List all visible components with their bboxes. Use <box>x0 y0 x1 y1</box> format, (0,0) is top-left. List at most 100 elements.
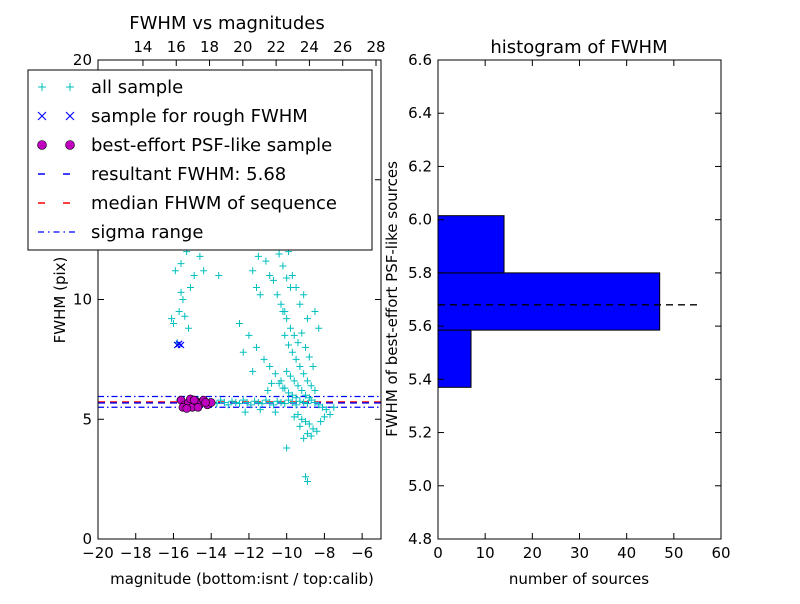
all-sample-point <box>286 372 294 380</box>
scatter-ytick-label: 5 <box>82 410 92 428</box>
histogram-ytick-label: 6.0 <box>408 211 432 229</box>
psf-sample-point <box>201 398 210 407</box>
all-sample-point <box>300 370 308 378</box>
all-sample-point <box>224 401 232 409</box>
all-sample-point <box>309 425 317 433</box>
legend-entries: all sample sample for rough FWHM best-effo… <box>37 77 337 243</box>
all-sample-point <box>281 384 289 392</box>
legend-plus-marker <box>38 83 46 91</box>
all-sample-point <box>303 377 311 385</box>
all-sample-point <box>296 363 304 371</box>
legend-entry: all sample <box>38 77 183 98</box>
all-sample-point <box>296 422 304 430</box>
scatter-xtick-label: −10 <box>271 544 303 562</box>
all-sample-point <box>300 434 308 442</box>
all-sample-point <box>303 315 311 323</box>
all-sample-point <box>236 319 243 327</box>
legend-label: sigma range <box>91 222 203 243</box>
all-sample-point <box>303 430 311 438</box>
histogram-xtick-label: 60 <box>711 544 730 562</box>
all-sample-point <box>298 415 306 423</box>
all-sample-point <box>251 397 259 405</box>
histogram-bar <box>437 272 661 331</box>
all-sample-point <box>285 396 293 404</box>
all-sample-point <box>279 262 287 270</box>
scatter-xtick-label: −14 <box>195 544 227 562</box>
all-sample-point <box>262 257 270 265</box>
scatter-xtick-label: −12 <box>233 544 265 562</box>
legend-circle-marker <box>37 140 47 150</box>
all-sample-point <box>181 312 189 320</box>
all-sample-point <box>196 252 204 260</box>
histogram-bar <box>437 329 472 388</box>
all-sample-point <box>232 398 240 406</box>
all-sample-point <box>273 291 281 299</box>
histogram-xtick-label: 30 <box>570 544 589 562</box>
all-sample-point <box>243 398 251 406</box>
histogram-ytick-label: 6.6 <box>408 51 432 69</box>
all-sample-point <box>285 341 293 349</box>
all-sample-point <box>302 343 310 351</box>
histogram-xlabel: number of sources <box>509 570 649 588</box>
all-sample-point <box>258 400 266 408</box>
legend-circle-marker <box>65 140 75 150</box>
legend-label: all sample <box>91 77 183 98</box>
all-sample-point <box>200 267 208 275</box>
all-sample-point <box>271 408 279 416</box>
legend-entry: median FHWM of sequence <box>38 193 337 214</box>
all-sample-point <box>288 391 296 399</box>
psf-sample-point <box>182 404 191 413</box>
histogram-ytick-label: 6.4 <box>408 104 432 122</box>
scatter-title: FWHM vs magnitudes <box>129 13 324 34</box>
scatter-xtick-label: −8 <box>313 544 335 562</box>
all-sample-point <box>311 398 319 406</box>
scatter-legend: all sample sample for rough FWHM best-effo… <box>27 69 373 251</box>
scatter-panel: FWHM vs magnitudes −20 −18 −16 −14 −12 −10 −8−… <box>27 13 386 588</box>
all-sample-point <box>300 291 308 299</box>
all-sample-point <box>269 276 277 284</box>
all-sample-point <box>260 355 268 363</box>
all-sample-point <box>302 418 310 426</box>
legend-entry: best-effort PSF-like sample <box>37 135 332 156</box>
all-sample-point <box>247 401 255 409</box>
all-sample-point <box>283 315 291 323</box>
histogram-ytick-label: 5.0 <box>408 477 432 495</box>
histogram-ytick-label: 5.8 <box>408 264 432 282</box>
histogram-ytick-label: 5.4 <box>408 370 432 388</box>
all-sample-point <box>288 348 296 356</box>
all-sample-point <box>168 315 176 323</box>
all-sample-point <box>317 418 325 426</box>
all-sample-point <box>249 267 257 275</box>
scatter-top-xtick-label: 16 <box>167 38 186 56</box>
all-sample-point <box>303 478 311 486</box>
histogram-panel: histogram of FWHM 0 10 20 30 40 50 60 4.8 5.0 5.2… <box>383 37 731 588</box>
legend-label: best-effort PSF-like sample <box>91 135 332 156</box>
all-sample-point <box>307 382 315 390</box>
all-sample-point <box>266 363 274 371</box>
all-sample-point <box>190 272 198 280</box>
all-sample-point <box>177 260 185 268</box>
scatter-ytick-label: 10 <box>73 291 92 309</box>
all-sample-point <box>294 410 302 418</box>
all-sample-point <box>275 250 283 258</box>
histogram-ytick-label: 5.6 <box>408 317 432 335</box>
all-sample-point <box>236 400 243 408</box>
all-sample-point <box>283 367 291 375</box>
all-sample-point <box>300 398 308 406</box>
all-sample-point <box>239 396 247 404</box>
all-sample-point <box>169 319 177 327</box>
scatter-ytick-label: 20 <box>73 51 92 69</box>
all-sample-point <box>302 391 310 399</box>
psf-sample-point <box>193 402 203 412</box>
all-sample-point <box>277 377 285 385</box>
all-sample-point <box>175 307 183 315</box>
legend-label: sample for rough FWHM <box>91 106 308 127</box>
scatter-top-xtick-label: 22 <box>267 38 286 56</box>
scatter-top-xtick-label: 14 <box>133 38 152 56</box>
histogram-xtick-label: 20 <box>523 544 542 562</box>
all-sample-point <box>277 398 285 406</box>
all-sample-point <box>245 331 253 339</box>
legend-entry: sample for rough FWHM <box>37 106 308 127</box>
all-sample-point <box>313 427 321 435</box>
